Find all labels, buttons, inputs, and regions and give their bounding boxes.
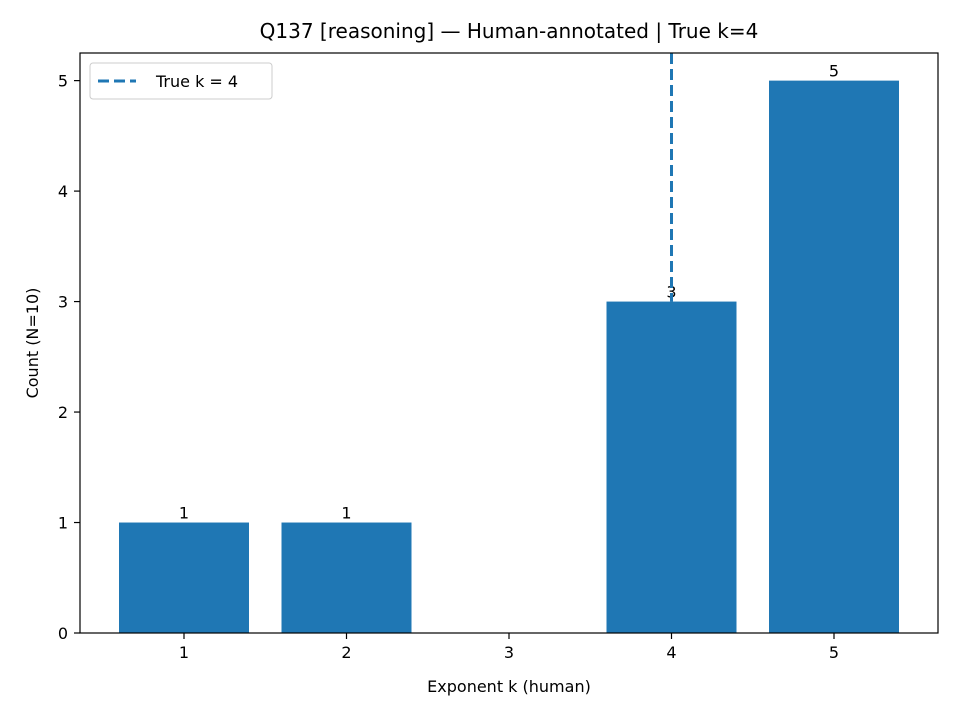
chart-title: Q137 [reasoning] — Human-annotated | Tru… (260, 19, 759, 43)
y-tick-label: 5 (58, 72, 68, 91)
x-tick-label: 4 (666, 643, 676, 662)
y-tick-label: 2 (58, 403, 68, 422)
y-tick-label: 3 (58, 293, 68, 312)
x-axis-title: Exponent k (human) (427, 677, 591, 696)
bar-value-label-k-1: 1 (179, 504, 189, 523)
legend-box (89, 62, 273, 100)
bar-value-label-k-4: 3 (666, 283, 676, 302)
legend-label: True k = 4 (155, 72, 238, 91)
y-tick-label: 0 (58, 624, 68, 643)
y-axis-ticks: 0 1 2 3 4 5 (58, 72, 80, 643)
bar-value-label-k-5: 5 (829, 62, 839, 81)
bars-group (119, 80, 899, 634)
legend: True k = 4 (89, 62, 273, 100)
x-tick-label: 2 (341, 643, 351, 662)
x-tick-label: 1 (179, 643, 189, 662)
y-tick-label: 4 (58, 182, 68, 201)
x-axis-ticks: 1 2 3 4 5 (179, 633, 839, 662)
x-tick-label: 5 (829, 643, 839, 662)
bar-value-label-k-2: 1 (341, 504, 351, 523)
y-tick-label: 1 (58, 514, 68, 533)
bar-labels-group: 1 1 3 5 (179, 62, 839, 523)
bar-k-1 (119, 522, 249, 633)
bar-k-2 (281, 522, 412, 633)
bar-k-4 (606, 301, 737, 633)
bar-k-5 (769, 80, 899, 634)
y-axis-title: Count (N=10) (23, 288, 42, 399)
x-tick-label: 3 (504, 643, 514, 662)
